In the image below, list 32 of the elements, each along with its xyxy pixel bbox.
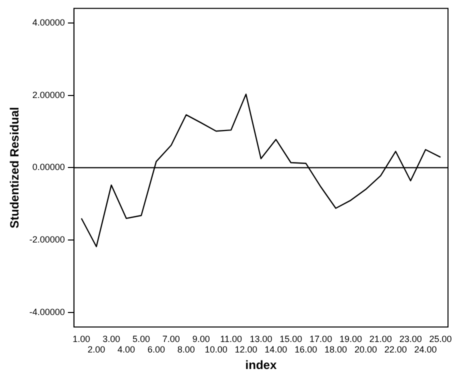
x-tick-label: 17.00 xyxy=(310,334,332,344)
x-tick-label: 13.00 xyxy=(250,334,272,344)
x-tick-label: 16.00 xyxy=(294,344,318,355)
y-tick-label: 4.00000 xyxy=(32,17,65,28)
x-tick-label: 7.00 xyxy=(162,334,180,344)
y-tick-label: 2.00000 xyxy=(32,90,65,100)
x-tick-label: 21.00 xyxy=(369,334,392,344)
y-tick-label: -4.00000 xyxy=(29,307,65,318)
y-tick-label: -2.00000 xyxy=(29,234,65,245)
x-tick-label: 6.00 xyxy=(147,344,165,355)
x-tick-label: 23.00 xyxy=(399,334,422,344)
x-tick-label: 3.00 xyxy=(102,334,120,344)
x-axis-title: index xyxy=(245,358,277,372)
x-tick-label: 19.00 xyxy=(339,334,362,344)
x-tick-label: 1.00 xyxy=(72,334,90,344)
x-tick-label: 2.00 xyxy=(88,344,106,355)
x-tick-label: 25.00 xyxy=(429,334,452,344)
x-tick-label: 22.00 xyxy=(384,344,407,355)
y-axis-title: Studentized Residual xyxy=(8,107,22,228)
x-tick-label: 20.00 xyxy=(354,344,377,355)
x-tick-label: 18.00 xyxy=(324,344,348,355)
x-tick-label: 5.00 xyxy=(132,334,150,344)
y-tick-label: 0.00000 xyxy=(32,162,65,172)
x-tick-label: 11.00 xyxy=(220,334,242,344)
x-tick-label: 15.00 xyxy=(280,334,302,344)
x-tick-label: 12.00 xyxy=(234,344,258,355)
x-tick-label: 10.00 xyxy=(204,344,228,355)
x-tick-label: 9.00 xyxy=(192,334,210,344)
x-tick-label: 4.00 xyxy=(118,344,136,355)
x-tick-label: 14.00 xyxy=(264,344,288,355)
x-tick-label: 8.00 xyxy=(177,344,195,355)
x-tick-label: 24.00 xyxy=(414,344,437,355)
